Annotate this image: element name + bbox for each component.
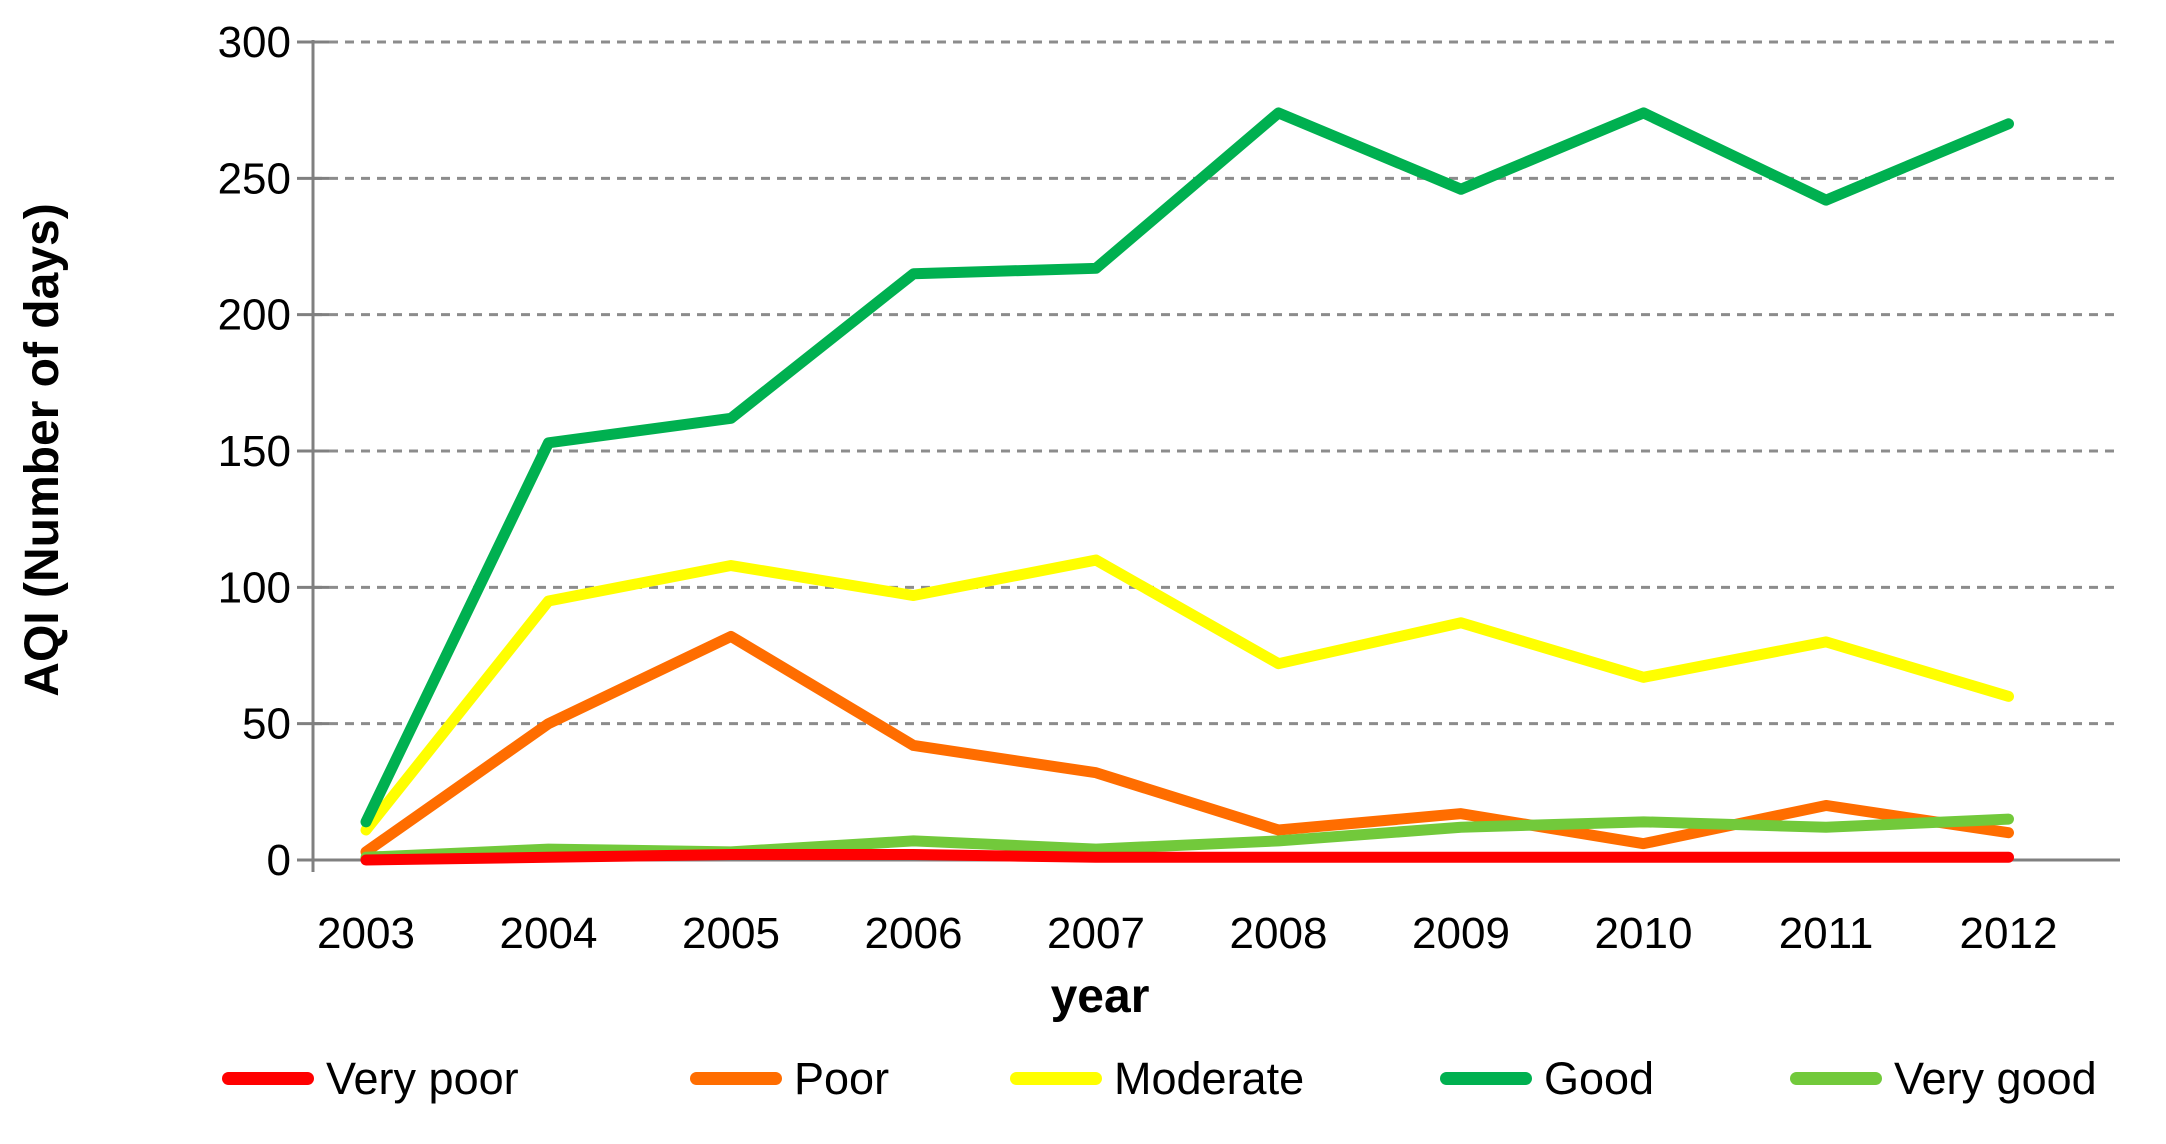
y-tick-label-100: 100 bbox=[218, 563, 291, 612]
y-axis-title: AQI (Number of days) bbox=[16, 203, 69, 696]
legend-item-moderate: Moderate bbox=[1010, 1038, 1304, 1118]
y-tick-label-50: 50 bbox=[242, 700, 291, 749]
series-lines bbox=[360, 107, 2014, 866]
legend-label-poor: Poor bbox=[794, 1052, 890, 1104]
y-tick-label-200: 200 bbox=[218, 291, 291, 340]
legend-item-very-poor: Very poor bbox=[222, 1038, 519, 1118]
legend-label-moderate: Moderate bbox=[1114, 1052, 1305, 1104]
x-tick-label-2011: 2011 bbox=[1779, 909, 1874, 958]
legend-item-good: Good bbox=[1440, 1038, 1654, 1118]
x-tick-label-2006: 2006 bbox=[865, 909, 963, 958]
legend-item-very-good: Very good bbox=[1790, 1038, 2097, 1118]
legend: Very poor Poor Moderate Good Very good bbox=[0, 1038, 2166, 1118]
x-tick-label-2010: 2010 bbox=[1595, 909, 1693, 958]
y-tick-label-150: 150 bbox=[218, 427, 291, 476]
x-tick-label-2005: 2005 bbox=[682, 909, 780, 958]
legend-swatch-very-good bbox=[1790, 1071, 1882, 1085]
legend-swatch-very-poor bbox=[222, 1071, 314, 1085]
axes bbox=[297, 40, 2120, 872]
x-tick-label-2007: 2007 bbox=[1047, 909, 1145, 958]
x-tick-label-2012: 2012 bbox=[1960, 909, 2058, 958]
x-tick-label-2004: 2004 bbox=[500, 909, 598, 958]
gridlines bbox=[313, 40, 2120, 726]
series-line-good bbox=[360, 107, 2014, 828]
y-axis-tick-labels: 0 50 100 150 200 250 300 bbox=[218, 18, 291, 885]
x-axis-title: year bbox=[1051, 970, 1150, 1023]
legend-swatch-good bbox=[1440, 1071, 1532, 1085]
x-tick-label-2009: 2009 bbox=[1412, 909, 1510, 958]
series-line-moderate bbox=[360, 554, 2014, 836]
legend-label-very-good: Very good bbox=[1894, 1052, 2097, 1104]
legend-swatch-moderate bbox=[1010, 1071, 1102, 1085]
x-axis-tick-labels: 2003 2004 2005 2006 2007 2008 2009 2010 2011 2012 bbox=[317, 909, 2057, 958]
series-line-very-poor bbox=[360, 849, 2014, 866]
legend-swatch-poor bbox=[690, 1071, 782, 1085]
y-tick-label-0: 0 bbox=[267, 836, 291, 885]
series-line-poor bbox=[360, 630, 2014, 858]
y-tick-label-300: 300 bbox=[218, 18, 291, 67]
legend-label-good: Good bbox=[1544, 1052, 1655, 1104]
x-tick-label-2008: 2008 bbox=[1230, 909, 1328, 958]
legend-item-poor: Poor bbox=[690, 1038, 889, 1118]
legend-label-very-poor: Very poor bbox=[326, 1052, 519, 1104]
x-tick-label-2003: 2003 bbox=[317, 909, 415, 958]
y-tick-label-250: 250 bbox=[218, 154, 291, 203]
